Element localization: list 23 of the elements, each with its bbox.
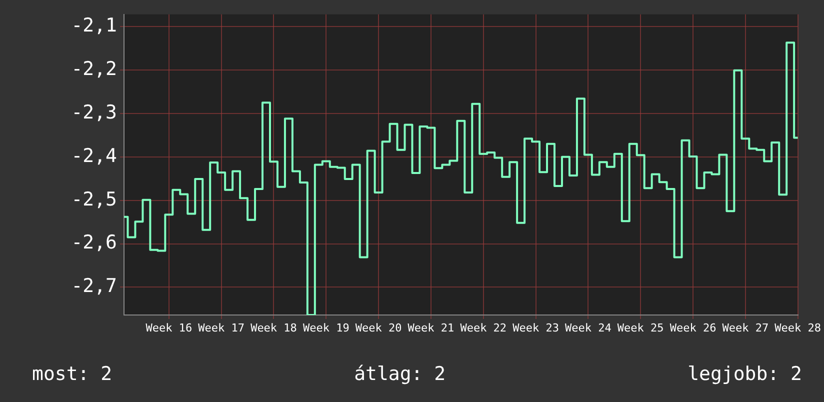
text: átlag: 2: [354, 363, 446, 385]
x-tick-label: Week 24: [565, 321, 612, 334]
y-tick-label: -2,2: [71, 58, 117, 80]
y-tick-label: -2,7: [71, 275, 117, 298]
text: legjobb: 2: [688, 363, 802, 385]
x-tick-label: Week 18: [250, 321, 297, 334]
x-tick-label: Week 23: [512, 321, 559, 334]
x-tick-label: Week 22: [460, 321, 507, 334]
y-tick-label: -2,1: [71, 14, 117, 36]
x-tick-label: Week 21: [408, 321, 454, 334]
x-tick-label: Week 16: [146, 321, 192, 334]
x-tick-label: Week 25: [617, 321, 664, 334]
y-tick-label: -2,5: [71, 188, 117, 210]
x-tick-label: Week 19: [302, 321, 350, 334]
text: most: 2: [32, 363, 112, 385]
x-tick-label: Week 26: [670, 321, 716, 334]
y-tick-label: -2,6: [71, 232, 117, 254]
x-tick-label: Week 27: [722, 321, 769, 334]
y-tick-label: -2,4: [71, 144, 117, 167]
x-tick-label: Week 28: [774, 321, 821, 334]
y-tick-label: -2,3: [71, 101, 117, 124]
x-tick-label: Week 17: [198, 321, 245, 334]
x-tick-label: Week 20: [355, 321, 402, 334]
